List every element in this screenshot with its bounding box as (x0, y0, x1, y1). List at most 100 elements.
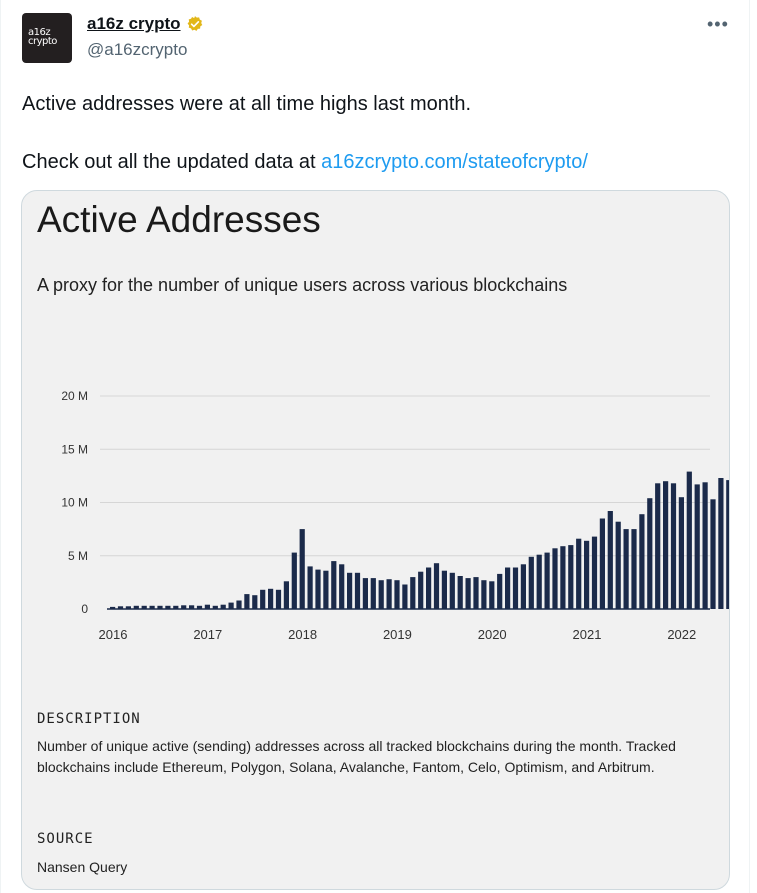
bar (189, 605, 195, 609)
bar (244, 594, 250, 609)
bar (512, 567, 519, 609)
bar (370, 578, 376, 609)
bar (181, 605, 187, 609)
more-options-icon[interactable]: ••• (707, 14, 729, 34)
bar (710, 499, 716, 609)
source-heading: SOURCE (37, 831, 94, 847)
bar (394, 580, 400, 609)
bar (718, 478, 724, 609)
source-text: Nansen Query (37, 859, 128, 875)
tweet-line-2: Check out all the updated data at a16zcr… (22, 148, 722, 176)
bar (465, 578, 471, 609)
bar (607, 511, 613, 609)
bar (228, 602, 234, 609)
avatar[interactable]: a16z crypto (22, 13, 72, 63)
bar (670, 483, 677, 609)
bar (354, 572, 361, 609)
bar (212, 605, 218, 609)
bar (591, 536, 598, 609)
description-text: Number of unique active (sending) addres… (37, 738, 676, 775)
bar (599, 518, 605, 609)
bar (149, 605, 155, 609)
bar (386, 579, 392, 609)
bar (694, 484, 700, 609)
bar (117, 606, 124, 609)
bar (133, 605, 139, 609)
bar (473, 577, 479, 609)
bar (544, 552, 550, 609)
tweet-line-1: Active addresses were at all time highs … (22, 93, 472, 115)
bar (196, 605, 203, 609)
tweet-text: Active addresses were at all time highs … (22, 90, 722, 206)
bar (315, 569, 321, 609)
bar (110, 606, 116, 609)
bar (204, 604, 210, 609)
bar (331, 561, 337, 609)
bar (173, 605, 179, 609)
bar (615, 521, 621, 609)
verified-badge-icon (187, 16, 202, 31)
bar (505, 567, 511, 609)
bar (678, 497, 684, 609)
active-addresses-chart: 0 5 M 10 M 15 M 20 M 2016 2017 2018 2019 2020 2021… (61, 389, 729, 642)
bar (536, 554, 542, 609)
y-tick-label: 10 M (61, 496, 88, 510)
x-tick-label: 2018 (288, 627, 317, 642)
y-tick-label: 0 (81, 602, 88, 616)
bar (378, 580, 384, 609)
bar (165, 605, 171, 609)
avatar-text-line1: a16z (28, 27, 51, 38)
bar (702, 482, 708, 609)
bar (639, 514, 645, 609)
y-tick-label: 5 M (68, 549, 88, 563)
bar (323, 570, 329, 609)
bar (647, 498, 653, 609)
bar (497, 573, 503, 609)
bar (275, 589, 282, 609)
y-tick-label: 15 M (61, 442, 88, 456)
bar (568, 545, 574, 609)
bar (584, 540, 590, 609)
bar (655, 483, 661, 609)
card-subtitle: A proxy for the number of unique users a… (37, 275, 568, 295)
stateofcrypto-link[interactable]: a16zcrypto.com/stateofcrypto/ (321, 151, 588, 173)
author-name[interactable]: a16z crypto (87, 14, 181, 33)
bar (339, 564, 345, 609)
bar (307, 566, 313, 609)
bar (402, 584, 408, 609)
bar (125, 606, 131, 609)
bar (220, 604, 226, 609)
bar (552, 548, 558, 609)
bar (441, 570, 447, 609)
bar (481, 580, 487, 609)
bar (489, 581, 495, 609)
x-tick-label: 2020 (478, 627, 507, 642)
avatar-text-line2: crypto (28, 36, 57, 47)
bar (157, 605, 163, 609)
tweet-line-2-prefix: Check out all the updated data at (22, 151, 322, 173)
bar (520, 564, 526, 609)
bar (268, 588, 274, 609)
bar (236, 600, 242, 609)
bar (426, 567, 432, 609)
bar (663, 481, 669, 609)
author-handle[interactable]: @a16zcrypto (87, 40, 188, 59)
bar (291, 552, 297, 609)
bar (528, 556, 534, 609)
bar (260, 589, 266, 609)
bar (686, 471, 692, 609)
bar (299, 529, 305, 609)
bar (347, 572, 353, 609)
media-card[interactable]: Active Addresses A proxy for the number … (21, 190, 730, 890)
author-name-row: a16z crypto (87, 14, 204, 34)
bar (631, 529, 637, 609)
bar (623, 529, 629, 609)
description-heading: DESCRIPTION (37, 711, 141, 727)
x-tick-label: 2017 (193, 627, 222, 642)
bar (410, 577, 416, 609)
x-tick-label: 2019 (383, 627, 412, 642)
bar (726, 480, 729, 609)
bar (283, 581, 289, 609)
bar (362, 578, 368, 609)
